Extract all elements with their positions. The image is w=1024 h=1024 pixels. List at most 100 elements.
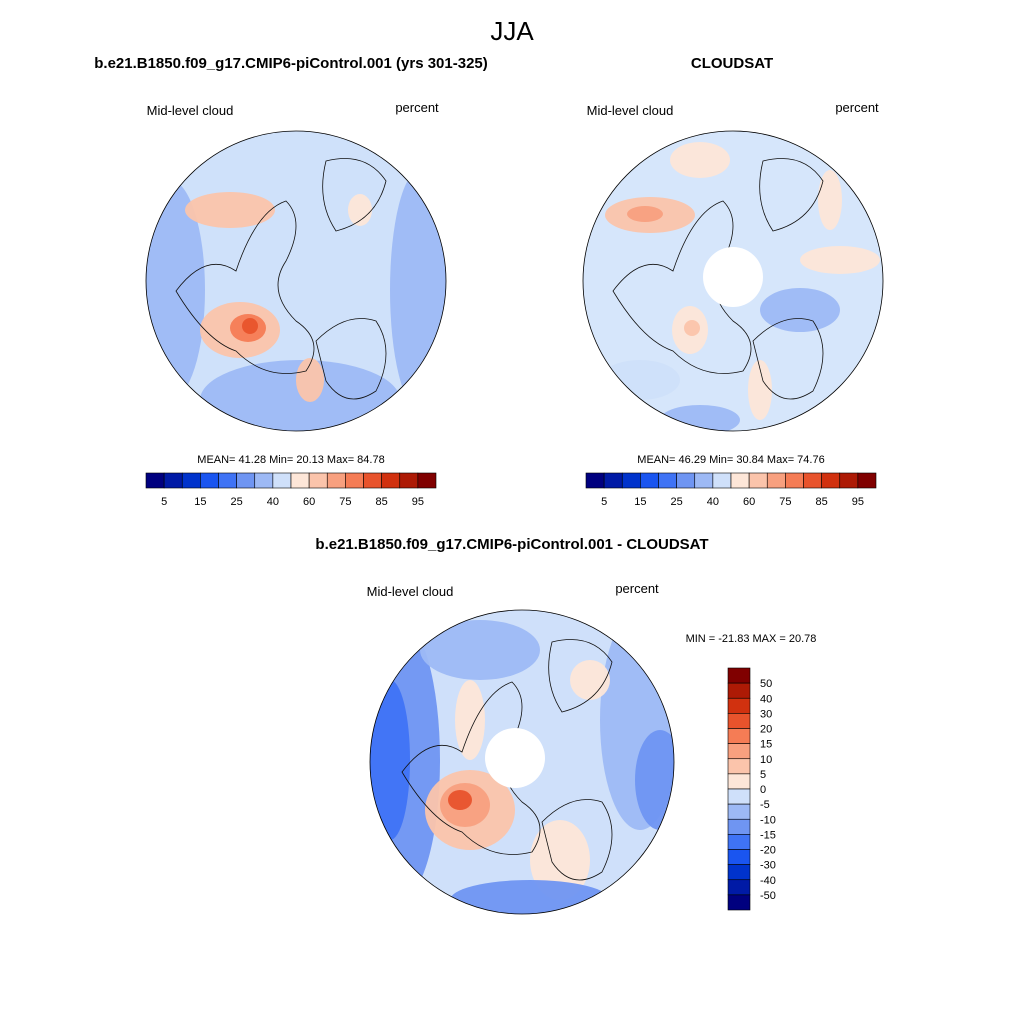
colorbar-box: [727, 864, 751, 881]
contour-region: [185, 192, 275, 228]
contour-region: [242, 318, 258, 334]
contour-region: [748, 360, 772, 420]
stats: MIN = -21.83 MAX = 20.78: [686, 633, 817, 645]
contour-region: [635, 730, 674, 830]
map-border: [582, 130, 884, 432]
variable-label: Mid-level cloud: [367, 584, 454, 599]
colorbar-label: -30: [760, 860, 776, 872]
colorbar-box: [694, 472, 714, 489]
panel-title: CLOUDSAT: [691, 55, 773, 72]
colorbar-box: [326, 472, 346, 489]
colorbar-box: [181, 472, 201, 489]
contour-region: [570, 660, 610, 700]
colorbar-box: [821, 472, 841, 489]
colorbar-label: -10: [760, 814, 776, 826]
contour-region: [448, 790, 472, 810]
contour-region: [390, 170, 446, 410]
colorbar-label: 25: [231, 496, 243, 508]
colorbar-box: [603, 472, 623, 489]
colorbar-box: [727, 697, 751, 714]
colorbar-box: [727, 849, 751, 865]
colorbar-label: 15: [194, 496, 206, 508]
contour-region: [684, 320, 700, 336]
colorbar-label: 15: [760, 739, 772, 751]
colorbar-box: [766, 472, 786, 489]
contour-region: [600, 360, 680, 400]
unit-label: percent: [835, 100, 879, 115]
colorbar-box: [803, 472, 822, 489]
colorbar-box: [785, 472, 804, 489]
contour-region: [670, 142, 730, 178]
colorbar-label: 75: [779, 496, 791, 508]
colorbar-label: -20: [760, 845, 776, 857]
colorbar-box: [200, 472, 219, 489]
colorbar-label: 20: [760, 724, 772, 736]
colorbar-box: [727, 667, 751, 684]
unit-label: percent: [615, 581, 659, 596]
colorbar-box: [272, 472, 292, 489]
colorbar-label: 5: [760, 769, 766, 781]
colorbar-label: -15: [760, 829, 776, 841]
colorbar-box: [345, 472, 364, 489]
colorbar-label: 50: [760, 678, 772, 690]
colorbar-label: 15: [634, 496, 646, 508]
colorbar-label: 85: [376, 496, 388, 508]
contour-region: [200, 360, 400, 431]
colorbar-label: 5: [601, 496, 607, 508]
colorbar-label: 30: [760, 708, 772, 720]
colorbar-label: 40: [760, 693, 772, 705]
colorbar-label: 40: [267, 496, 279, 508]
contour-region: [370, 680, 410, 840]
colorbar-box: [727, 743, 751, 760]
colorbar-box: [236, 472, 256, 489]
map-border: [369, 609, 675, 915]
colorbar-box: [727, 818, 751, 835]
colorbar-box: [727, 894, 751, 911]
colorbar-label: 10: [760, 754, 772, 766]
colorbar-box: [748, 472, 768, 489]
colorbar-box: [254, 472, 274, 489]
colorbar-box: [712, 472, 732, 489]
colorbar-box: [839, 472, 859, 489]
colorbar-box: [857, 472, 877, 489]
colorbar-label: -5: [760, 799, 770, 811]
colorbar-box: [727, 773, 751, 790]
contour-region: [627, 206, 663, 222]
colorbar-box: [727, 758, 751, 775]
contour-region: [760, 288, 840, 332]
colorbar-box: [658, 472, 677, 489]
contour-region: [420, 620, 540, 680]
colorbar-box: [363, 472, 382, 489]
panel-title: b.e21.B1850.f09_g17.CMIP6-piControl.001 …: [94, 55, 488, 72]
unit-label: percent: [395, 100, 439, 115]
colorbar-box: [399, 472, 419, 489]
colorbar-label: 95: [412, 496, 424, 508]
colorbar-box: [218, 472, 237, 489]
colorbar-box: [621, 472, 641, 489]
colorbar-box: [676, 472, 696, 489]
colorbar-box: [163, 472, 183, 489]
contour-region: [455, 680, 485, 760]
colorbar-label: -50: [760, 890, 776, 902]
colorbar-label: 60: [743, 496, 755, 508]
colorbar-box: [640, 472, 659, 489]
colorbar-box: [727, 803, 751, 820]
colorbar-label: 40: [707, 496, 719, 508]
colorbar-box: [585, 472, 605, 489]
stats: MEAN= 46.29 Min= 30.84 Max= 74.76: [637, 454, 824, 466]
colorbar-label: 75: [339, 496, 351, 508]
missing-data: [703, 247, 763, 307]
colorbar-label: 25: [671, 496, 683, 508]
contour-region: [296, 358, 324, 402]
colorbar-box: [730, 472, 750, 489]
colorbar-box: [727, 682, 751, 699]
variable-label: Mid-level cloud: [147, 103, 234, 118]
colorbar-box: [727, 834, 751, 850]
contour-region: [660, 405, 740, 431]
colorbar-box: [381, 472, 401, 489]
panel-title: b.e21.B1850.f09_g17.CMIP6-piControl.001 …: [315, 536, 708, 553]
map-border: [145, 130, 447, 432]
map-field: [370, 610, 674, 914]
colorbar-label: 95: [852, 496, 864, 508]
